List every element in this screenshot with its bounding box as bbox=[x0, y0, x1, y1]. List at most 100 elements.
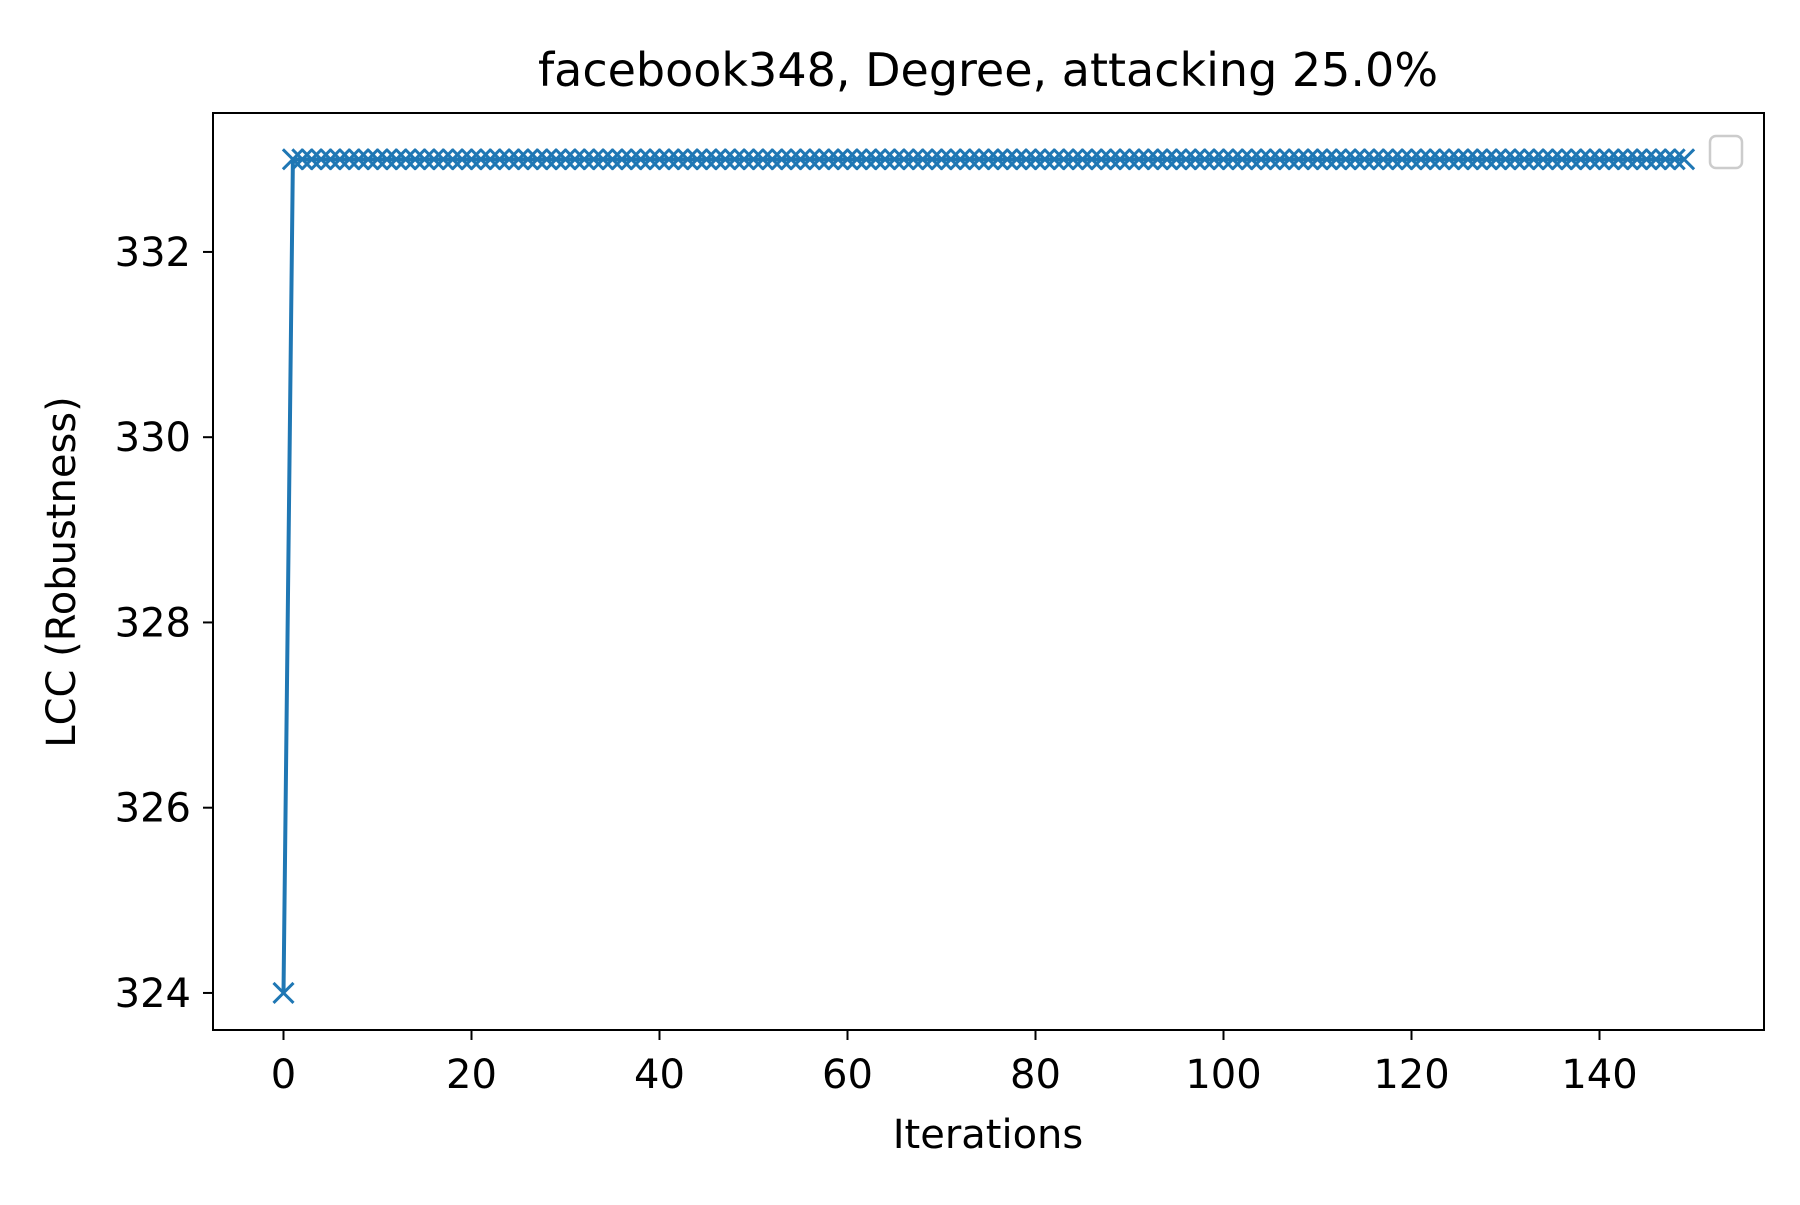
data-point-marker bbox=[338, 148, 361, 171]
data-point-marker bbox=[1579, 148, 1602, 171]
data-point-marker bbox=[639, 148, 662, 171]
data-point-marker bbox=[507, 148, 530, 171]
data-point-marker bbox=[1400, 148, 1423, 171]
data-point-marker bbox=[554, 148, 577, 171]
data-point-marker bbox=[1588, 148, 1611, 171]
data-point-marker bbox=[1597, 148, 1620, 171]
data-point-marker bbox=[488, 148, 511, 171]
data-point-marker bbox=[1362, 148, 1385, 171]
data-point-marker bbox=[1184, 148, 1207, 171]
x-tick-label: 80 bbox=[1010, 1052, 1061, 1098]
data-point-marker bbox=[1644, 148, 1667, 171]
data-point-marker bbox=[1033, 148, 1056, 171]
data-point-marker bbox=[516, 148, 539, 171]
data-point-marker bbox=[883, 148, 906, 171]
data-point-marker bbox=[1156, 148, 1179, 171]
data-point-marker bbox=[375, 148, 398, 171]
data-point-marker bbox=[347, 148, 370, 171]
data-point-marker bbox=[1560, 148, 1583, 171]
data-point-marker bbox=[357, 148, 380, 171]
data-point-marker bbox=[808, 148, 831, 171]
data-point-marker bbox=[1635, 148, 1658, 171]
data-point-marker bbox=[1080, 148, 1103, 171]
x-tick-label: 100 bbox=[1185, 1052, 1261, 1098]
data-point-marker bbox=[1165, 148, 1188, 171]
data-point-marker bbox=[1372, 148, 1395, 171]
data-point-marker bbox=[1109, 148, 1132, 171]
data-point-marker bbox=[949, 148, 972, 171]
data-point-marker bbox=[864, 148, 887, 171]
data-point-marker bbox=[1137, 148, 1160, 171]
data-point-marker bbox=[1456, 148, 1479, 171]
data-point-marker bbox=[469, 148, 492, 171]
data-point-marker bbox=[1438, 148, 1461, 171]
data-point-marker bbox=[855, 148, 878, 171]
data-point-marker bbox=[310, 148, 333, 171]
data-point-marker bbox=[1409, 148, 1432, 171]
data-point-marker bbox=[451, 148, 474, 171]
data-point-marker bbox=[874, 148, 897, 171]
data-point-marker bbox=[1663, 148, 1686, 171]
data-point-marker bbox=[601, 148, 624, 171]
data-point-marker bbox=[460, 148, 483, 171]
data-point-marker bbox=[535, 148, 558, 171]
data-point-marker bbox=[366, 148, 389, 171]
data-point-marker bbox=[1503, 148, 1526, 171]
data-point-marker bbox=[592, 148, 615, 171]
data-point-marker bbox=[1532, 148, 1555, 171]
data-point-marker bbox=[789, 148, 812, 171]
data-point-marker bbox=[1513, 148, 1536, 171]
data-point-marker bbox=[1062, 148, 1085, 171]
data-point-marker bbox=[1494, 148, 1517, 171]
data-point-marker bbox=[714, 148, 737, 171]
data-point-marker bbox=[1268, 148, 1291, 171]
data-point-marker bbox=[422, 148, 445, 171]
data-point-marker bbox=[836, 148, 859, 171]
data-point-marker bbox=[1250, 148, 1273, 171]
data-point-marker bbox=[441, 148, 464, 171]
data-point-marker bbox=[582, 148, 605, 171]
data-point-marker bbox=[1428, 148, 1451, 171]
data-point-marker bbox=[986, 148, 1009, 171]
data-point-marker bbox=[1099, 148, 1122, 171]
data-point-marker bbox=[827, 148, 850, 171]
data-point-marker bbox=[1353, 148, 1376, 171]
data-point-marker bbox=[1344, 148, 1367, 171]
data-point-marker bbox=[1475, 148, 1498, 171]
data-point-marker bbox=[1212, 148, 1235, 171]
legend-frame bbox=[1708, 134, 1744, 170]
data-point-marker bbox=[704, 148, 727, 171]
data-point-marker bbox=[798, 148, 821, 171]
x-tick-label: 120 bbox=[1373, 1052, 1449, 1098]
data-point-marker bbox=[648, 148, 671, 171]
chart-title: facebook348, Degree, attacking 25.0% bbox=[538, 43, 1438, 97]
x-axis-ticks: 0 20 40 60 80 100 120 140 bbox=[271, 1030, 1638, 1098]
data-point-marker bbox=[1240, 148, 1263, 171]
data-point-marker bbox=[1381, 148, 1404, 171]
data-point-marker bbox=[1071, 148, 1094, 171]
data-point-marker bbox=[657, 148, 680, 171]
data-point-marker bbox=[686, 148, 709, 171]
data-point-marker bbox=[817, 148, 840, 171]
data-point-marker bbox=[1391, 148, 1414, 171]
data-point-marker bbox=[695, 148, 718, 171]
y-tick-label: 326 bbox=[115, 786, 191, 832]
data-point-marker bbox=[968, 148, 991, 171]
data-point-marker bbox=[996, 148, 1019, 171]
data-point-marker bbox=[977, 148, 1000, 171]
data-point-marker bbox=[563, 148, 586, 171]
data-point-marker bbox=[667, 148, 690, 171]
data-point-marker bbox=[1146, 148, 1169, 171]
data-point-marker bbox=[1297, 148, 1320, 171]
data-point-marker bbox=[620, 148, 643, 171]
data-point-marker bbox=[328, 148, 351, 171]
y-tick-label: 324 bbox=[115, 971, 191, 1017]
data-point-marker bbox=[780, 148, 803, 171]
data-point-marker bbox=[1193, 148, 1216, 171]
data-point-marker bbox=[733, 148, 756, 171]
y-tick-label: 332 bbox=[115, 230, 191, 276]
data-point-marker bbox=[1654, 148, 1677, 171]
